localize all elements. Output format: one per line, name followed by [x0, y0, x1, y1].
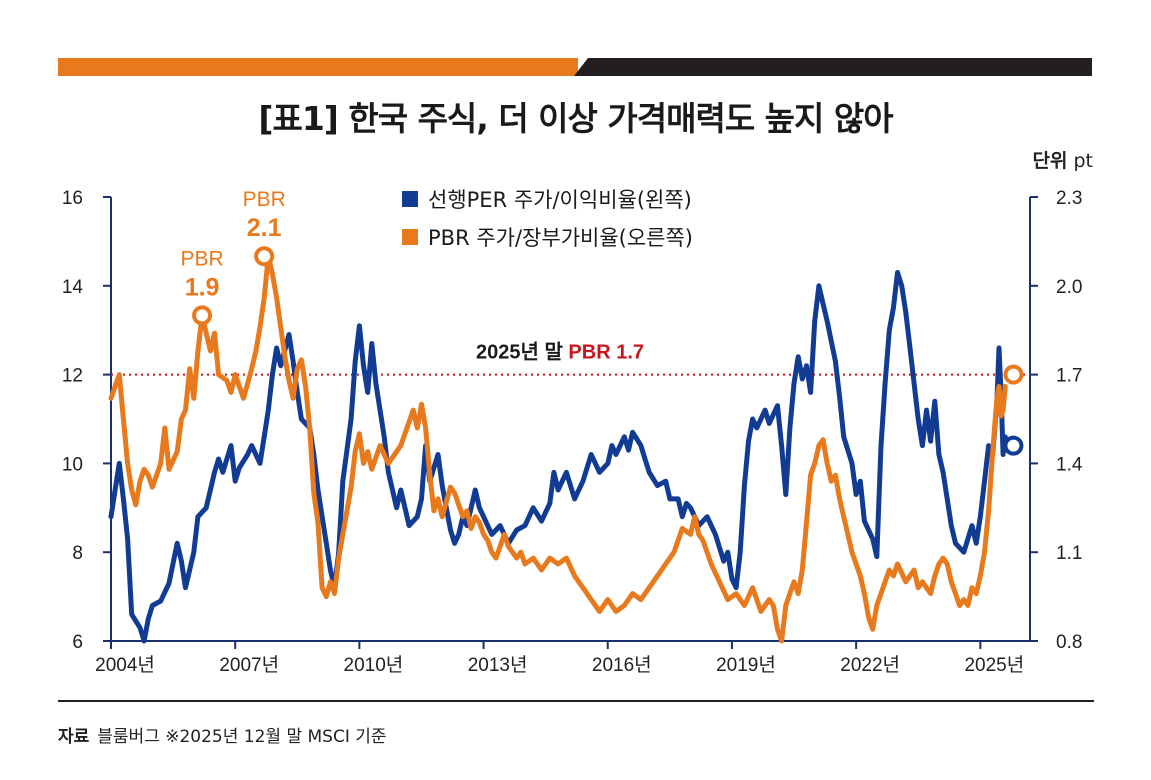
left-tick-label: 16 — [62, 188, 83, 209]
chart-title: [표1] 한국 주식, 더 이상 가격매력도 높지 않아 — [258, 99, 893, 138]
header-accent-bar-black — [574, 58, 1092, 76]
right-tick-label: 1.1 — [1056, 543, 1082, 564]
right-tick-label: 1.4 — [1056, 454, 1083, 475]
x-tick-label: 2019년 — [716, 654, 776, 676]
source-note: 자료 블룸버그 ※2025년 12월 말 MSCI 기준 — [58, 722, 387, 747]
pbr-end-marker — [1003, 364, 1024, 385]
unit-label: 단위 pt — [1032, 146, 1093, 173]
pbr-peak-name: PBR — [180, 247, 223, 270]
x-tick-label: 2013년 — [468, 654, 528, 676]
pbr-legend-swatch — [402, 229, 418, 245]
pbr-peak-marker — [192, 305, 213, 326]
per-series-line — [108, 270, 1010, 644]
pbr-peak-name: PBR — [243, 188, 286, 211]
right-tick-label: 0.8 — [1056, 632, 1082, 653]
pbr-legend-label: PBR 주가/장부가비율(오른쪽) — [428, 226, 693, 250]
right-tick-label: 2.0 — [1056, 277, 1082, 298]
left-tick-label: 6 — [72, 632, 83, 653]
reference-label-value: PBR 1.7 — [568, 342, 644, 364]
left-tick-label: 8 — [72, 543, 83, 564]
pbr-peak-marker — [254, 246, 275, 267]
x-tick-label: 2004년 — [95, 654, 155, 676]
right-tick-label: 1.7 — [1056, 366, 1082, 387]
footer-divider — [58, 700, 1094, 702]
unit-label-key: 단위 — [1032, 150, 1068, 172]
header-accent-bar-orange — [58, 58, 578, 76]
x-tick-label: 2022년 — [840, 654, 900, 676]
pbr-peak-value: 2.1 — [247, 214, 282, 242]
pbr-series-line — [108, 253, 1008, 644]
x-tick-label: 2010년 — [344, 654, 404, 676]
reference-label-prefix: 2025년 말 — [476, 341, 568, 364]
right-tick-label: 2.3 — [1056, 188, 1082, 209]
per-legend-label: 선행PER 주가/이익비율(왼쪽) — [428, 188, 692, 212]
per-legend-swatch — [402, 191, 418, 207]
reference-line-label: 2025년 말 PBR 1.7 — [476, 341, 644, 364]
left-tick-label: 10 — [62, 454, 83, 475]
x-tick-label: 2007년 — [219, 654, 279, 676]
source-label: 자료 — [58, 727, 90, 747]
unit-label-value: pt — [1073, 150, 1093, 172]
pbr-peak-value: 1.9 — [185, 273, 220, 301]
left-tick-label: 12 — [62, 366, 83, 387]
x-tick-label: 2025년 — [964, 654, 1024, 676]
x-tick-label: 2016년 — [592, 654, 652, 676]
left-tick-label: 14 — [62, 277, 84, 298]
source-text: 블룸버그 ※2025년 12월 말 MSCI 기준 — [97, 727, 387, 747]
per-end-marker — [1003, 435, 1024, 456]
